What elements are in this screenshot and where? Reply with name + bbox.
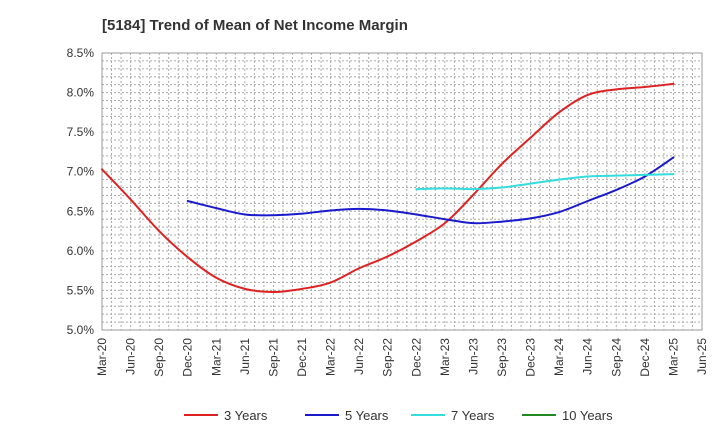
- y-tick-label: 8.0%: [67, 86, 95, 100]
- y-tick-label: 8.5%: [67, 46, 95, 60]
- series-lines: [101, 82, 675, 294]
- x-tick-label: Mar-21: [209, 338, 223, 376]
- x-tick-label: Sep-24: [609, 338, 623, 377]
- legend-label: 5 Years: [345, 408, 389, 423]
- series-line-3-years: [101, 82, 675, 294]
- x-axis-ticks: Mar-20 Jun-20 Sep-20 Dec-20 Mar-21 Jun-21 Sep-…: [95, 338, 709, 377]
- y-tick-label: 6.5%: [67, 204, 95, 218]
- x-tick-label: Mar-24: [552, 338, 566, 376]
- x-tick-label: Sep-22: [381, 338, 395, 377]
- y-tick-label: 5.5%: [67, 283, 95, 297]
- x-tick-label: Dec-22: [409, 338, 423, 377]
- y-tick-label: 7.5%: [67, 125, 95, 139]
- x-tick-label: Mar-22: [324, 338, 338, 376]
- y-tick-label: 6.0%: [67, 244, 95, 258]
- x-tick-label: Sep-23: [495, 338, 509, 377]
- x-tick-label: Dec-23: [524, 338, 538, 377]
- x-tick-label: Mar-20: [95, 338, 109, 376]
- x-tick-label: Jun-24: [581, 338, 595, 375]
- y-axis-ticks: 5.0% 5.5% 6.0% 6.5% 7.0% 7.5% 8.0% 8.5%: [67, 46, 95, 337]
- legend: 3 Years 5 Years 7 Years 10 Years: [184, 408, 613, 423]
- x-tick-label: Jun-25: [695, 338, 709, 375]
- legend-label: 10 Years: [562, 408, 613, 423]
- x-tick-label: Sep-20: [152, 338, 166, 377]
- x-tick-label: Sep-21: [266, 338, 280, 377]
- plot-frame: [101, 52, 703, 331]
- x-tick-label: Dec-24: [638, 338, 652, 377]
- y-tick-label: 7.0%: [67, 165, 95, 179]
- x-tick-label: Dec-21: [295, 338, 309, 377]
- chart-title: [5184] Trend of Mean of Net Income Margi…: [102, 17, 408, 34]
- y-tick-label: 5.0%: [67, 323, 95, 337]
- x-tick-label: Dec-20: [181, 338, 195, 377]
- legend-label: 7 Years: [451, 408, 495, 423]
- series-line-7-years: [415, 173, 675, 191]
- x-tick-label: Jun-22: [352, 338, 366, 375]
- grid: [102, 53, 702, 330]
- x-tick-label: Jun-20: [124, 338, 138, 375]
- x-tick-label: Jun-21: [238, 338, 252, 375]
- legend-label: 3 Years: [224, 408, 268, 423]
- series-line-5-years: [186, 156, 675, 225]
- x-tick-label: Mar-25: [666, 338, 680, 376]
- x-tick-label: Jun-23: [466, 338, 480, 375]
- x-tick-label: Mar-23: [438, 338, 452, 376]
